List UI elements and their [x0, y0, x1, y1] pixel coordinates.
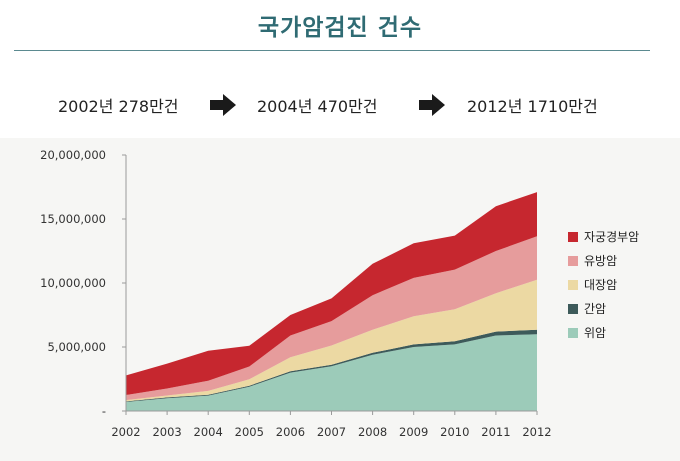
x-tick-label: 2005 [235, 425, 264, 439]
y-tick-label: 5,000,000 [47, 340, 106, 354]
area-series-1 [126, 329, 537, 402]
title-divider [14, 50, 650, 51]
legend-label: 대장암 [584, 278, 617, 292]
area-series-2 [126, 279, 537, 402]
y-tick-label: 15,000,000 [40, 212, 106, 226]
right-arrow-icon [419, 94, 445, 116]
stacked-area-chart: - 5,000,000 10,000,000 15,000,000 20,000,000… [40, 148, 639, 439]
chart-panel: - 5,000,000 10,000,000 15,000,000 20,000,000… [0, 138, 680, 461]
y-tick-label: 10,000,000 [40, 276, 106, 290]
x-tick-label: 2003 [152, 425, 181, 439]
legend-swatch [568, 304, 578, 314]
y-tick-label: - [102, 404, 106, 418]
summary-2012: 2012년 1710만건 [467, 97, 598, 116]
x-tick-label: 2008 [358, 425, 387, 439]
area-series-3 [126, 236, 537, 401]
area-series-0 [126, 334, 537, 411]
x-tick-label: 2011 [481, 425, 510, 439]
legend-swatch [568, 328, 578, 338]
legend-swatch [568, 280, 578, 290]
x-tick-label: 2010 [440, 425, 469, 439]
x-tick-label: 2007 [317, 425, 346, 439]
y-tick-label: 20,000,000 [40, 148, 106, 162]
x-tick-label: 2002 [111, 425, 140, 439]
summary-2002: 2002년 278만건 [58, 97, 179, 116]
x-tick-label: 2006 [276, 425, 305, 439]
area-series-4 [126, 192, 537, 395]
legend-label: 유방암 [584, 254, 617, 268]
growth-summary: 2002년 278만건 2004년 470만건 2012년 1710만건 [0, 93, 680, 117]
x-tick-label: 2004 [194, 425, 223, 439]
right-arrow-icon [210, 94, 236, 116]
legend-label: 간암 [584, 302, 606, 316]
legend-swatch [568, 232, 578, 242]
x-tick-label: 2012 [522, 425, 551, 439]
x-tick-label: 2009 [399, 425, 428, 439]
legend-label: 자궁경부암 [584, 230, 639, 244]
legend-swatch [568, 256, 578, 266]
page-title: 국가암검진 건수 [257, 15, 423, 41]
summary-2004: 2004년 470만건 [257, 97, 378, 116]
legend-label: 위암 [584, 326, 606, 340]
